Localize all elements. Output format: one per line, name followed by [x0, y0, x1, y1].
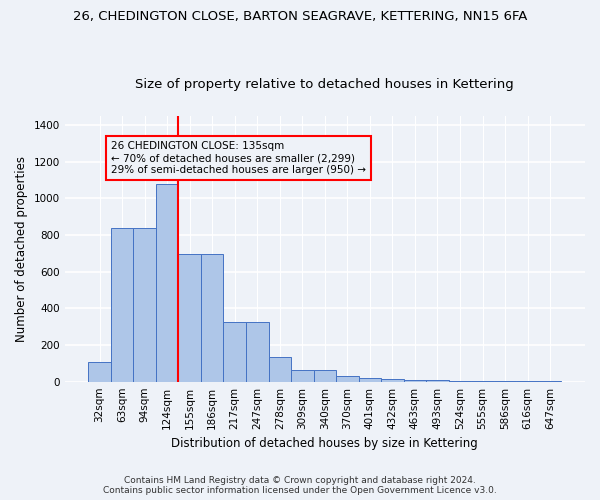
Text: 26 CHEDINGTON CLOSE: 135sqm
← 70% of detached houses are smaller (2,299)
29% of : 26 CHEDINGTON CLOSE: 135sqm ← 70% of det… — [111, 142, 366, 174]
Title: Size of property relative to detached houses in Kettering: Size of property relative to detached ho… — [136, 78, 514, 91]
Text: 26, CHEDINGTON CLOSE, BARTON SEAGRAVE, KETTERING, NN15 6FA: 26, CHEDINGTON CLOSE, BARTON SEAGRAVE, K… — [73, 10, 527, 23]
Bar — [111, 228, 133, 382]
Bar — [178, 254, 201, 382]
Bar — [291, 370, 314, 382]
Bar — [404, 380, 426, 382]
Bar — [133, 228, 156, 382]
Text: Contains HM Land Registry data © Crown copyright and database right 2024.
Contai: Contains HM Land Registry data © Crown c… — [103, 476, 497, 495]
Bar — [449, 381, 471, 382]
Bar — [359, 378, 381, 382]
Y-axis label: Number of detached properties: Number of detached properties — [15, 156, 28, 342]
Bar — [336, 376, 359, 382]
Bar — [156, 184, 178, 382]
Bar — [88, 362, 111, 382]
Bar — [223, 322, 246, 382]
Bar — [314, 370, 336, 382]
Bar — [426, 380, 449, 382]
X-axis label: Distribution of detached houses by size in Kettering: Distribution of detached houses by size … — [172, 437, 478, 450]
Bar — [471, 381, 494, 382]
Bar — [246, 322, 269, 382]
Bar — [269, 357, 291, 382]
Bar — [201, 254, 223, 382]
Bar — [381, 379, 404, 382]
